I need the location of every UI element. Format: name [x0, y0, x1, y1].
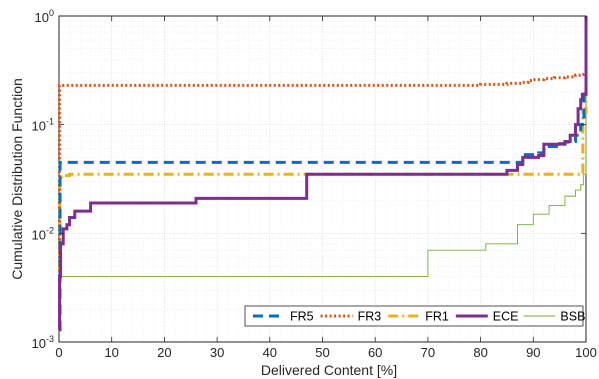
y-tick-label: 10-3 — [32, 334, 54, 351]
x-tick-label: 40 — [263, 345, 277, 360]
series-line-ece — [58, 16, 588, 332]
x-tick-label: 80 — [473, 345, 487, 360]
legend-label-ece: ECE — [493, 310, 519, 324]
series-line-bsb — [59, 16, 587, 278]
x-tick-label: 0 — [55, 345, 62, 360]
legend: FR5 FR3 FR1 ECE BSB — [244, 305, 585, 327]
series-layer — [58, 16, 588, 332]
x-tick-label: 10 — [104, 345, 118, 360]
series-line-fr1 — [58, 16, 588, 332]
axis-ticks — [58, 15, 587, 343]
x-tick-labels: 0 10 20 30 40 50 60 70 80 90 100 — [55, 345, 596, 360]
x-tick-label: 90 — [526, 345, 540, 360]
legend-label-bsb: BSB — [560, 310, 585, 324]
x-tick-label: 70 — [421, 345, 435, 360]
x-tick-label: 100 — [575, 345, 597, 360]
x-tick-label: 30 — [210, 345, 224, 360]
y-tick-labels: 10-3 10-2 10-1 100 — [32, 8, 54, 351]
major-grid — [58, 15, 587, 343]
legend-label-fr3: FR3 — [358, 310, 382, 324]
y-tick-label: 10-1 — [32, 117, 54, 134]
y-axis-label: Cumulative Distribution Function — [9, 78, 25, 280]
series-line-fr3 — [58, 16, 588, 332]
legend-label-fr1: FR1 — [425, 310, 449, 324]
x-axis-label: Delivered Content [%] — [261, 362, 397, 378]
x-tick-label: 60 — [368, 345, 382, 360]
x-tick-label: 50 — [315, 345, 329, 360]
x-tick-label: 20 — [157, 345, 171, 360]
y-tick-label: 100 — [35, 8, 54, 25]
legend-label-fr5: FR5 — [290, 310, 314, 324]
minor-grid — [59, 16, 586, 342]
y-tick-label: 10-2 — [32, 225, 54, 242]
